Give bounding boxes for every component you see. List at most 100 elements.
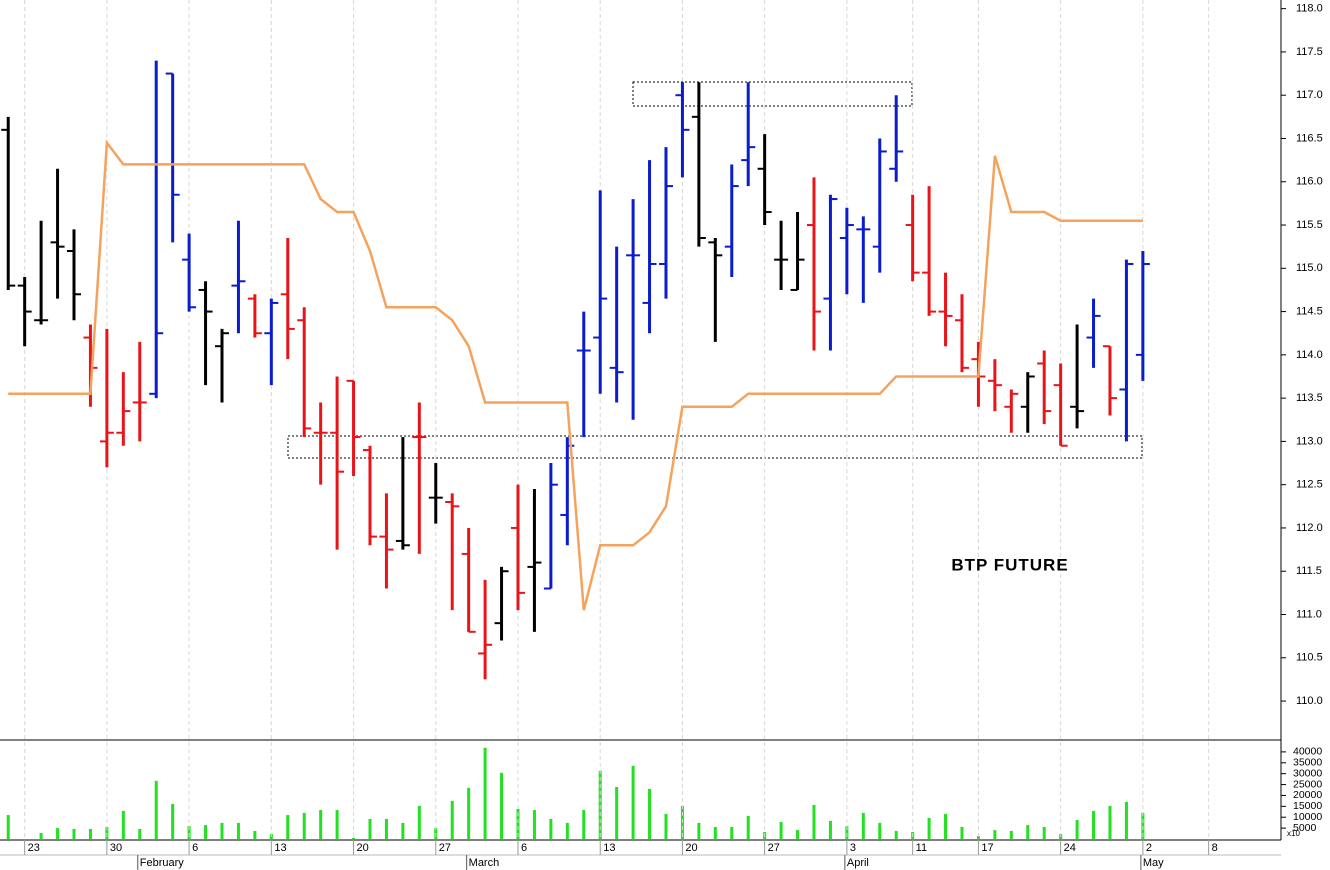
volume-bar — [335, 810, 339, 839]
volume-bar — [121, 810, 125, 839]
y-tick-label: 10000 — [1293, 811, 1322, 823]
volume-bar — [1042, 827, 1046, 839]
volume-bar — [154, 780, 158, 839]
volume-bar — [1075, 820, 1079, 839]
y-tick-label: 115.0 — [1296, 262, 1323, 274]
volume-bar — [171, 803, 175, 839]
month-label: March — [469, 857, 500, 869]
y-tick-label: 111.5 — [1296, 565, 1322, 577]
volume-bar — [664, 813, 668, 839]
y-tick-label: 110.5 — [1296, 652, 1323, 664]
volume-bar — [878, 822, 882, 839]
x-tick-label: 11 — [916, 842, 927, 854]
volume-bar — [648, 788, 652, 839]
volume-bar — [796, 830, 800, 839]
volume-bar — [631, 765, 635, 839]
volume-bar — [582, 810, 586, 839]
volume-bar — [138, 828, 142, 839]
volume-bar — [894, 830, 898, 839]
volume-bar — [187, 825, 191, 839]
volume-bar — [779, 822, 783, 839]
volume-bar — [861, 812, 865, 839]
volume-bar — [302, 812, 306, 839]
volume-bar — [253, 830, 257, 839]
y-tick-label: 15000 — [1293, 800, 1322, 812]
x-tick-label: 27 — [768, 842, 780, 854]
x-tick-label: 20 — [357, 842, 369, 854]
volume-bar — [598, 770, 602, 839]
x-tick-label: 30 — [110, 842, 122, 854]
y-tick-label: 112.5 — [1296, 479, 1323, 491]
y-tick-label: 5000 — [1293, 822, 1317, 834]
volume-bar — [1092, 810, 1096, 839]
volume-bar — [500, 772, 504, 839]
month-label: May — [1143, 857, 1164, 869]
y-tick-label: 30000 — [1293, 767, 1322, 779]
volume-bar — [993, 830, 997, 839]
volume-bar — [730, 827, 734, 839]
y-tick-label: 113.0 — [1296, 435, 1323, 447]
y-tick-label: 113.5 — [1296, 392, 1323, 404]
volume-bar — [450, 800, 454, 839]
volume-bar — [39, 832, 43, 839]
x-tick-label: 17 — [981, 842, 993, 854]
volume-bar — [944, 813, 948, 839]
y-tick-label: 116.0 — [1296, 176, 1323, 188]
y-tick-label: 114.5 — [1296, 305, 1323, 317]
y-tick-label: 110.0 — [1296, 695, 1323, 707]
volume-bar — [1026, 825, 1030, 839]
volume-bar — [746, 815, 750, 839]
volume-bar — [532, 810, 536, 839]
volume-bar — [88, 828, 92, 839]
volume-bar — [713, 827, 717, 839]
volume-bar — [927, 817, 931, 839]
volume-bar — [828, 820, 832, 839]
x-tick-label: 13 — [603, 842, 615, 854]
volume-bar — [72, 828, 76, 839]
y-tick-label: 111.0 — [1296, 608, 1322, 620]
y-tick-label: 35000 — [1293, 757, 1322, 769]
volume-bar — [417, 805, 421, 839]
month-label: February — [140, 857, 185, 869]
x-tick-label: 6 — [192, 842, 198, 854]
volume-bar — [1124, 801, 1128, 839]
x-tick-label: 27 — [439, 842, 451, 854]
volume-bar — [845, 825, 849, 839]
indicator-line — [8, 139, 1143, 611]
volume-bar — [1009, 830, 1013, 839]
volume-bar — [1108, 805, 1112, 839]
y-tick-label: 112.0 — [1296, 522, 1323, 534]
volume-bar — [549, 818, 553, 839]
x-tick-label: 23 — [28, 842, 40, 854]
y-tick-label: 115.5 — [1296, 219, 1323, 231]
y-tick-label: 40000 — [1293, 746, 1322, 758]
volume-bar — [483, 747, 487, 839]
volume-bar — [319, 810, 323, 839]
volume-bar — [812, 805, 816, 839]
volume-bar — [6, 815, 10, 839]
y-tick-label: 117.0 — [1296, 89, 1323, 101]
volume-bar — [236, 822, 240, 839]
chart-annotation: BTP FUTURE — [951, 555, 1068, 574]
x-tick-label: 3 — [850, 842, 856, 854]
y-tick-label: 118.0 — [1296, 3, 1323, 15]
volume-bar — [467, 787, 471, 839]
volume-bar — [368, 818, 372, 839]
volume-bar — [1141, 812, 1145, 839]
month-label: April — [847, 857, 869, 869]
volume-bar — [516, 808, 520, 839]
resistance-box — [632, 81, 913, 107]
support-box — [287, 435, 1143, 459]
volume-bar — [352, 837, 356, 839]
volume-bar — [384, 818, 388, 839]
x-tick-label: 6 — [521, 842, 527, 854]
volume-bar — [220, 822, 224, 839]
y-tick-label: 116.5 — [1296, 132, 1323, 144]
x-tick-label: 24 — [1064, 842, 1076, 854]
x-tick-label: 13 — [274, 842, 286, 854]
volume-bar — [204, 825, 208, 839]
unit-label: x10 — [1287, 829, 1300, 838]
x-tick-label: 2 — [1146, 842, 1152, 854]
